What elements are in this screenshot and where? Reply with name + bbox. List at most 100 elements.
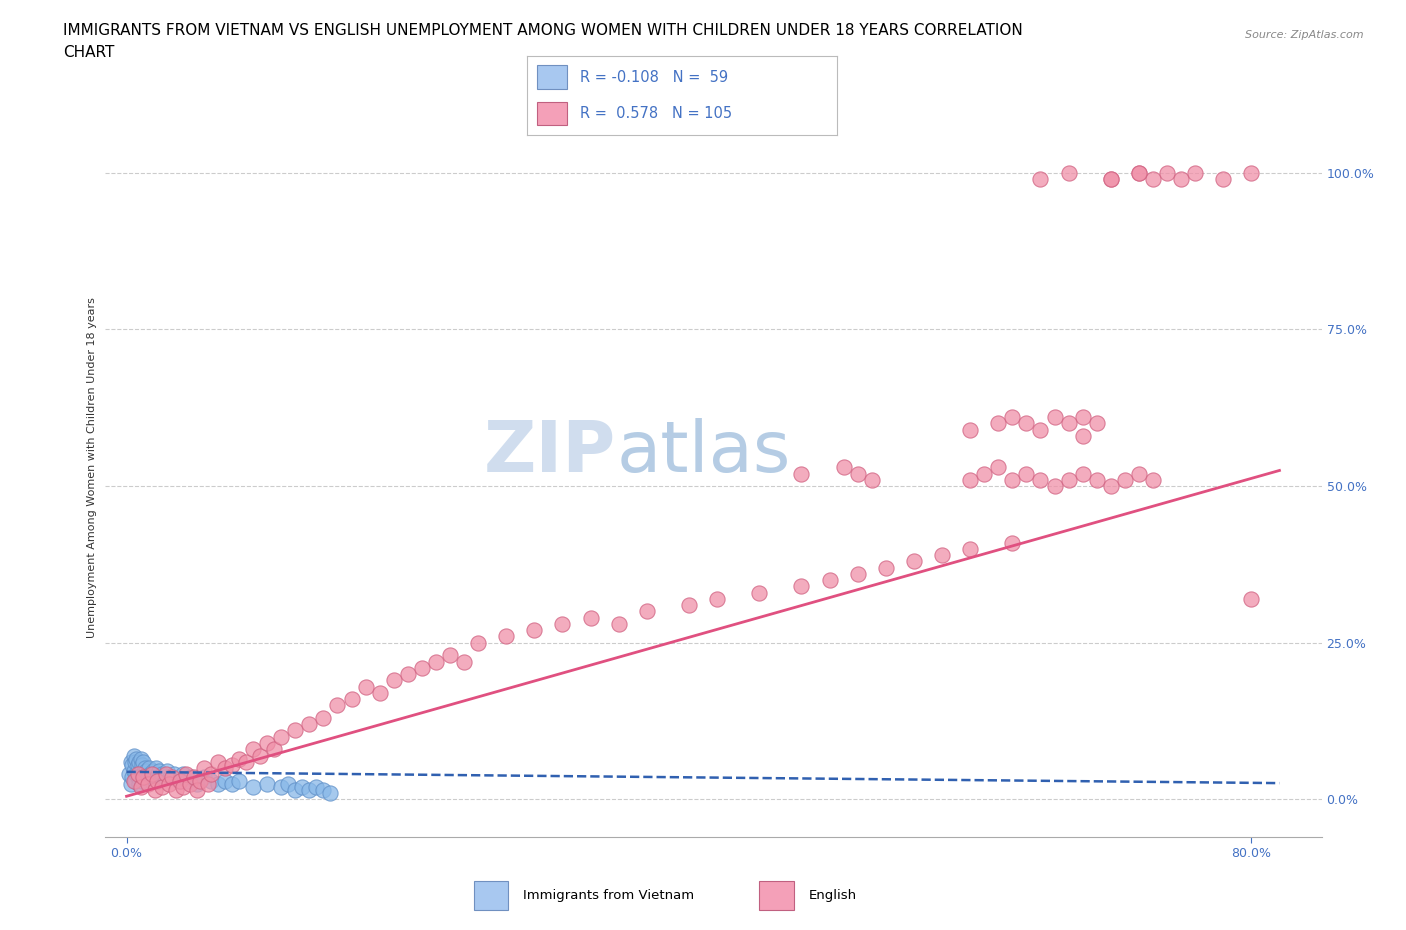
Point: [790, 466, 813, 481]
Point: [1128, 166, 1150, 180]
Point: [165, 782, 187, 797]
Point: [291, 779, 314, 794]
Point: [1029, 472, 1052, 487]
Point: [860, 472, 883, 487]
Point: [1057, 472, 1080, 487]
Point: [1128, 466, 1150, 481]
Point: [193, 761, 215, 776]
Point: [1156, 166, 1178, 180]
Point: [1071, 429, 1094, 444]
Point: [1029, 422, 1052, 437]
Point: [832, 460, 855, 475]
Point: [132, 754, 155, 769]
Point: [143, 767, 166, 782]
Point: [159, 770, 181, 785]
Text: IMMIGRANTS FROM VIETNAM VS ENGLISH UNEMPLOYMENT AMONG WOMEN WITH CHILDREN UNDER : IMMIGRANTS FROM VIETNAM VS ENGLISH UNEMP…: [63, 23, 1024, 38]
Point: [1212, 172, 1234, 187]
Point: [228, 751, 250, 766]
Point: [305, 779, 328, 794]
Point: [186, 777, 208, 791]
Y-axis label: Unemployment Among Women with Children Under 18 years: Unemployment Among Women with Children U…: [87, 297, 97, 638]
Point: [959, 541, 981, 556]
Point: [1015, 416, 1038, 431]
Point: [120, 754, 142, 769]
Point: [136, 777, 159, 791]
Point: [121, 758, 143, 773]
Point: [607, 617, 630, 631]
Point: [1043, 479, 1066, 494]
Point: [875, 560, 897, 575]
Point: [1001, 410, 1024, 425]
Point: [129, 764, 152, 778]
Point: [143, 782, 166, 797]
Point: [1240, 166, 1263, 180]
Point: [176, 773, 198, 788]
Point: [207, 754, 229, 769]
Point: [453, 654, 475, 669]
Point: [188, 773, 211, 788]
Text: Immigrants from Vietnam: Immigrants from Vietnam: [523, 889, 695, 901]
Point: [931, 548, 953, 563]
Point: [579, 610, 602, 625]
Point: [172, 779, 194, 794]
Point: [1170, 172, 1192, 187]
Point: [706, 591, 728, 606]
Point: [131, 758, 153, 773]
Point: [214, 773, 236, 788]
Point: [396, 667, 419, 682]
Point: [1142, 172, 1164, 187]
Point: [200, 767, 222, 782]
Point: [284, 782, 307, 797]
Point: [1240, 591, 1263, 606]
Point: [1128, 166, 1150, 180]
Point: [146, 770, 169, 785]
Point: [277, 777, 299, 791]
Point: [186, 782, 208, 797]
Point: [122, 764, 145, 778]
Point: [146, 773, 169, 788]
Point: [148, 764, 170, 778]
Point: [242, 779, 264, 794]
Point: [128, 754, 150, 769]
Point: [141, 767, 163, 782]
Point: [167, 773, 190, 788]
Point: [132, 767, 155, 782]
Point: [1099, 479, 1122, 494]
Point: [1184, 166, 1206, 180]
Point: [136, 770, 159, 785]
Point: [153, 770, 176, 785]
Point: [1057, 416, 1080, 431]
Point: [120, 777, 142, 791]
Point: [124, 773, 146, 788]
Point: [312, 782, 335, 797]
Point: [1099, 172, 1122, 187]
Point: [125, 751, 148, 766]
Point: [1071, 466, 1094, 481]
Point: [132, 770, 155, 785]
Point: [134, 761, 156, 776]
Point: [551, 617, 574, 631]
Point: [439, 648, 461, 663]
Point: [748, 585, 770, 600]
Point: [172, 767, 194, 782]
Point: [150, 767, 173, 782]
Point: [169, 773, 191, 788]
Point: [118, 767, 141, 782]
Point: [183, 770, 205, 785]
Point: [156, 764, 179, 778]
Point: [129, 751, 152, 766]
Point: [903, 554, 925, 569]
Point: [425, 654, 447, 669]
Point: [1071, 410, 1094, 425]
FancyBboxPatch shape: [537, 101, 568, 126]
Point: [127, 767, 149, 782]
Point: [200, 773, 222, 788]
Point: [207, 777, 229, 791]
Point: [163, 767, 186, 782]
Text: Source: ZipAtlas.com: Source: ZipAtlas.com: [1246, 30, 1364, 40]
Point: [382, 673, 405, 688]
Point: [263, 742, 285, 757]
Point: [411, 660, 433, 675]
FancyBboxPatch shape: [474, 882, 509, 910]
Point: [179, 777, 201, 791]
